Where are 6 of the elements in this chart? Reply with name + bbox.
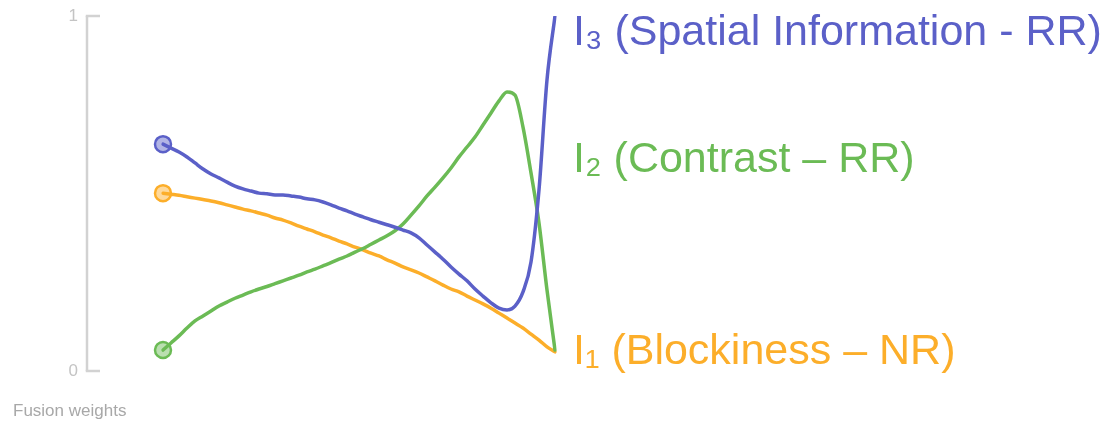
series-label: I₁ (Blockiness – NR): [573, 324, 956, 373]
series-label: I₃ (Spatial Information - RR): [573, 5, 1102, 54]
y-axis-title: Fusion weights: [13, 400, 127, 420]
y-tick-label: 0: [68, 360, 78, 380]
series-label: I₂ (Contrast – RR): [573, 133, 915, 182]
y-tick-label: 1: [68, 5, 78, 25]
